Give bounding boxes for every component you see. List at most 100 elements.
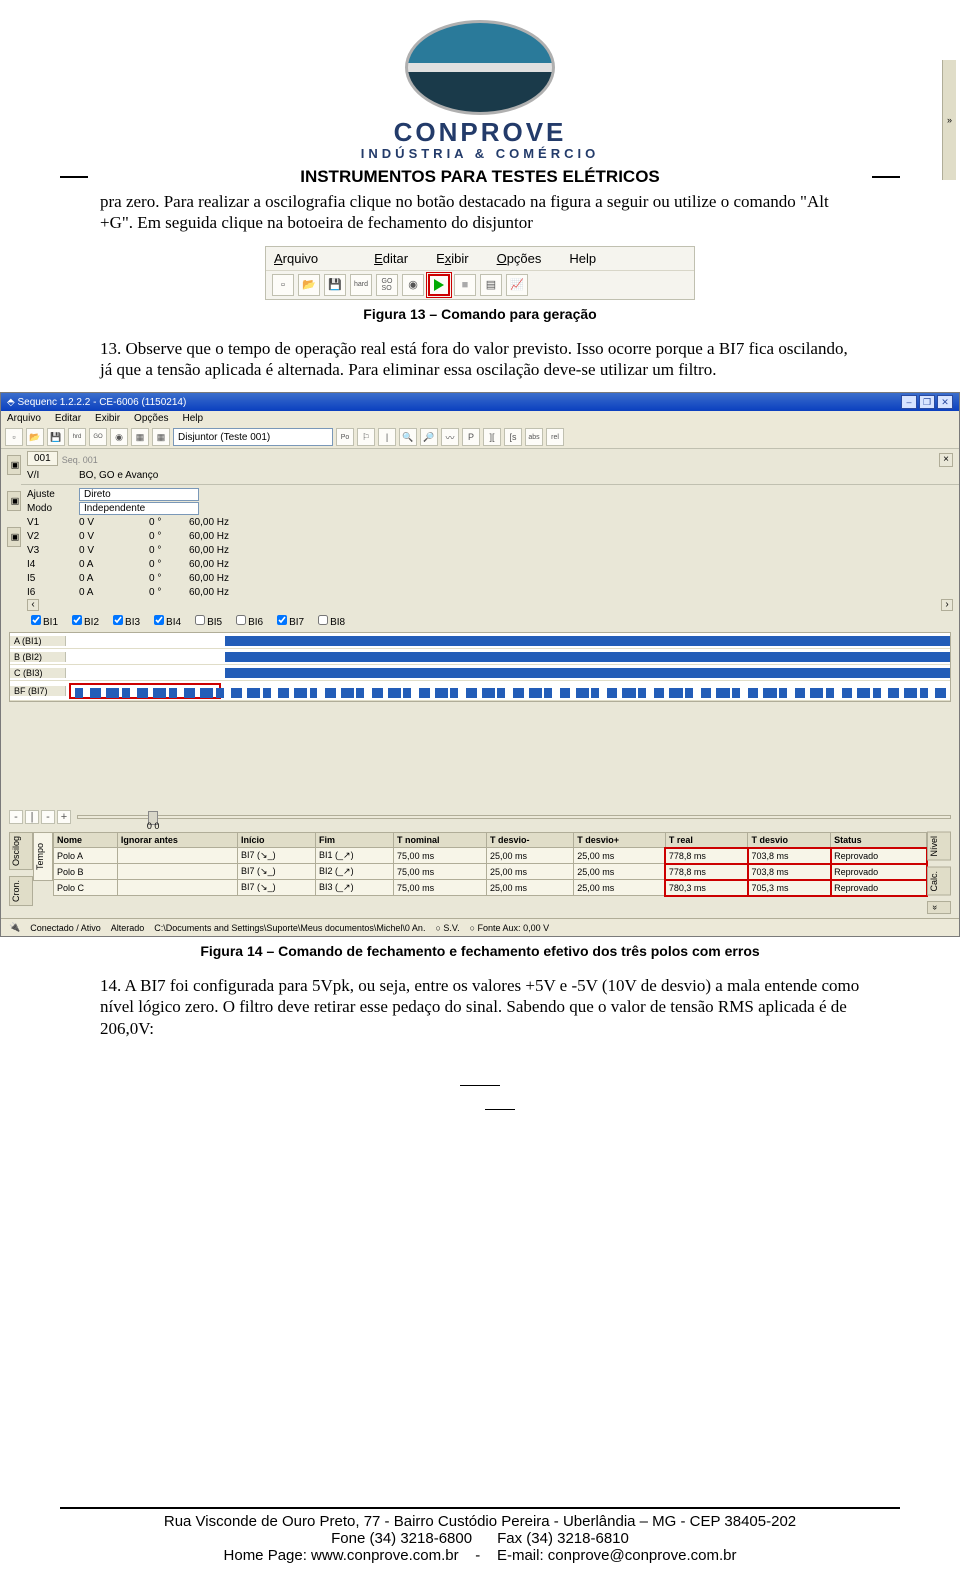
bi-check-bi8[interactable]: BI8 [318,615,345,628]
expand-right-icon[interactable]: » [942,60,956,180]
slider-btn-2[interactable]: | [25,810,39,824]
zoom2-icon[interactable]: 🔎 [420,428,438,446]
app-menu-help[interactable]: Help [183,413,204,424]
side-tab-1[interactable]: ▣ [7,455,21,475]
scroll-left-icon[interactable]: ‹ [27,599,39,611]
bracket2-icon[interactable]: [s [504,428,522,446]
app-new-icon[interactable]: ▫ [5,428,23,446]
app-menu-editar[interactable]: Editar [55,413,81,424]
test-selector[interactable]: Disjuntor (Teste 001) [173,428,333,446]
tab-close-icon[interactable]: × [939,453,953,467]
bi-check-bi3[interactable]: BI3 [113,615,140,628]
scroll-right-icon[interactable]: › [941,599,953,611]
tab-001[interactable]: 001 [27,451,58,466]
slider-btn-4[interactable]: + [57,810,71,824]
abs-icon[interactable]: abs [525,428,543,446]
status-conn: Conectado / Ativo [30,923,101,933]
table-cell: 75,00 ms [394,864,487,880]
hard-icon[interactable]: hard [350,274,372,296]
app-bar1-icon[interactable]: ▦ [131,428,149,446]
row-ajuste-label: Ajuste [27,489,79,500]
menu-opcoes[interactable]: Opções [497,251,542,266]
app-menubar: Arquivo Editar Exibir Opções Help [1,411,959,426]
header-banner: INSTRUMENTOS PARA TESTES ELÉTRICOS [60,167,900,187]
tab-tempo[interactable]: Tempo [33,832,53,881]
app-save-icon[interactable]: 💾 [47,428,65,446]
app-menu-opcoes[interactable]: Opções [134,413,168,424]
doc-icon[interactable]: ▤ [480,274,502,296]
logo-ellipse [405,20,555,115]
modo-combo[interactable]: Independente [79,502,199,515]
goso-icon[interactable]: GOSO [376,274,398,296]
new-icon[interactable]: ▫ [272,274,294,296]
app-globe-icon[interactable]: ◉ [110,428,128,446]
table-cell: 25,00 ms [486,864,573,880]
open-icon[interactable]: 📂 [298,274,320,296]
bi-check-bi1[interactable]: BI1 [31,615,58,628]
table-cell: 703,8 ms [748,848,831,864]
table-cell: 75,00 ms [394,880,487,896]
osc-row-c: C (BI3) [10,668,66,678]
bi-checkboxes: BI1 BI2 BI3 BI4 BI5 BI6 BI7 BI8 [29,611,959,632]
toolbar: ▫ 📂 💾 hard GOSO ◉ ■ ▤ 📈 [266,271,694,299]
maximize-icon[interactable]: ❐ [919,395,935,409]
globe-icon[interactable]: ◉ [402,274,424,296]
paragraph-3: 14. A BI7 foi configurada para 5Vpk, ou … [100,975,860,1039]
results-table: NomeIgnorar antesInícioFimT nominalT des… [53,832,927,896]
app-window: ⬘ Sequenc 1.2.2.2 - CE-6006 (1150214) – … [0,392,960,937]
app-hard-icon[interactable]: hrd [68,428,86,446]
table-cell: Polo A [54,848,118,864]
left-tab-cron[interactable]: Cron. [9,876,33,906]
tab-001-name: Seq. 001 [62,455,98,465]
side-tab-2[interactable]: ▣ [7,491,21,511]
po-icon[interactable]: Po [336,428,354,446]
close-icon[interactable]: ✕ [937,395,953,409]
col-header: T desvio- [486,833,573,848]
app-menu-exibir[interactable]: Exibir [95,413,120,424]
slider-track[interactable] [77,815,951,819]
ajuste-combo[interactable]: Direto [79,488,199,501]
bi-check-bi7[interactable]: BI7 [277,615,304,628]
flag-icon[interactable]: ⚐ [357,428,375,446]
menu-editar[interactable]: Editar [374,251,408,266]
menu-arquivo[interactable]: Arquivo [274,251,346,266]
status-alt: Alterado [111,923,145,933]
menu-exibir[interactable]: Exibir [436,251,469,266]
menu-help[interactable]: Help [569,251,596,266]
bi-check-bi4[interactable]: BI4 [154,615,181,628]
bi-check-bi6[interactable]: BI6 [236,615,263,628]
channel-row: V30 V0 °60,00 Hz [27,543,953,557]
eq-bar-2 [485,1109,515,1110]
wave-icon[interactable]: 〰 [441,428,459,446]
app-goso-icon[interactable]: GO [89,428,107,446]
slider-btn-1[interactable]: - [9,810,23,824]
minimize-icon[interactable]: – [901,395,917,409]
app-menu-arquivo[interactable]: Arquivo [7,413,41,424]
rel-icon[interactable]: rel [546,428,564,446]
right-tab-nivel[interactable]: Nível [927,832,951,861]
footer-email: E-mail: conprove@conprove.com.br [497,1547,737,1564]
app-open-icon[interactable]: 📂 [26,428,44,446]
table-cell: 25,00 ms [574,880,666,896]
p-icon[interactable]: P [462,428,480,446]
right-tab-expand[interactable]: « [927,901,951,914]
bi-check-bi2[interactable]: BI2 [72,615,99,628]
left-tab-oscilog[interactable]: Oscilog [9,832,33,870]
menubar-figure: Arquivo Editar Exibir Opções Help ▫ 📂 💾 … [265,246,695,300]
slider-values: 0 0 [147,821,160,831]
save-icon[interactable]: 💾 [324,274,346,296]
side-tab-3[interactable]: ▣ [7,527,21,547]
table-cell: BI7 (↘_) [238,848,316,864]
app-bar2-icon[interactable]: ▦ [152,428,170,446]
slider-btn-3[interactable]: - [41,810,55,824]
right-tab-calc[interactable]: Calc. [927,867,951,896]
play-button[interactable] [428,274,450,296]
stop-icon[interactable]: ■ [454,274,476,296]
zoom1-icon[interactable]: 🔍 [399,428,417,446]
channel-row: V10 V0 °60,00 Hz [27,515,953,529]
chart-icon[interactable]: 📈 [506,274,528,296]
header-banner-text: INSTRUMENTOS PARA TESTES ELÉTRICOS [88,167,872,187]
table-cell: Reprovado [831,848,927,864]
bracket1-icon[interactable]: ][ [483,428,501,446]
bi-check-bi5[interactable]: BI5 [195,615,222,628]
